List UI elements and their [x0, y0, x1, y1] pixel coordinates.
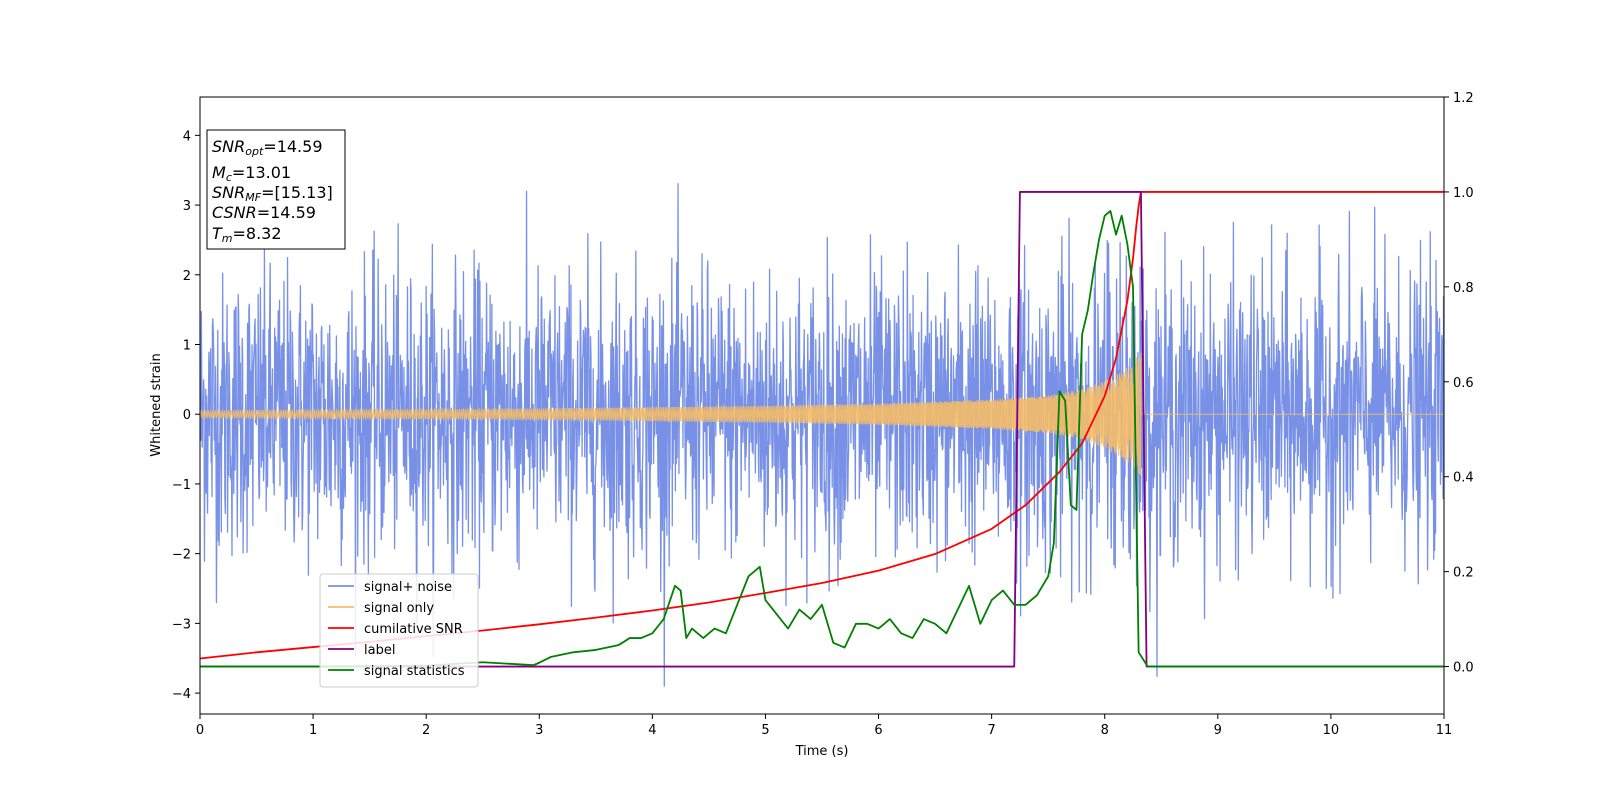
annotation-csnr-symbol: CSNR — [212, 203, 257, 222]
annotation-tm-sub: m — [222, 232, 233, 245]
annotation-snr-mf-value: =[15.13] — [261, 183, 333, 202]
annotation-mc-value: =13.01 — [232, 163, 291, 182]
annotation-csnr: CSNR=14.59 — [212, 203, 316, 222]
y2-tick-label: 0.2 — [1453, 566, 1474, 581]
annotation-mc: Mc=13.01 — [212, 163, 291, 184]
legend-frame — [319, 573, 479, 688]
annotation-snr-opt-sub: opt — [245, 145, 264, 158]
x-tick-label: 5 — [761, 723, 769, 738]
x-tick-label: 11 — [1436, 723, 1453, 738]
annotation-tm-value: =8.32 — [233, 224, 282, 243]
series-signal-only — [200, 352, 1444, 475]
y-tick-label: 0 — [183, 408, 191, 423]
y-axis-label: Whitened strain — [149, 353, 164, 456]
annotation-tm-symbol: T — [212, 224, 223, 243]
x-tick-label: 8 — [1101, 723, 1109, 738]
x-axis: 0 1 2 3 4 5 6 7 8 9 10 11 — [196, 714, 1452, 738]
series-signal-statistics — [200, 210, 1444, 668]
y-axis-right: 0.0 0.2 0.4 0.6 0.8 1.0 1.2 — [1444, 91, 1474, 676]
annotation-snr-mf: SNRMF=[15.13] — [212, 183, 333, 204]
legend-label: signal only — [364, 601, 434, 616]
y-tick-label: 2 — [183, 269, 191, 284]
annotation-tm: Tm=8.32 — [212, 224, 282, 245]
annotation-snr-opt-value: =14.59 — [263, 137, 322, 156]
series-signal-noise — [200, 183, 1444, 687]
y2-tick-label: 0.6 — [1453, 376, 1474, 391]
y2-tick-label: 1.2 — [1453, 91, 1474, 106]
x-axis-label: Time (s) — [795, 744, 849, 759]
legend-label: cumilative SNR — [364, 622, 463, 637]
x-tick-label: 3 — [535, 723, 543, 738]
y2-tick-label: 0.0 — [1453, 661, 1474, 676]
x-tick-label: 4 — [648, 723, 656, 738]
annotation-mc-sub: c — [226, 171, 232, 184]
annotation-snr-opt: SNRopt=14.59 — [212, 137, 323, 158]
legend-label: signal statistics — [364, 664, 465, 679]
annotation-csnr-value: =14.59 — [257, 203, 316, 222]
annotation-snr-mf-sub: MF — [245, 191, 261, 204]
y-tick-label: 4 — [183, 129, 191, 144]
x-tick-label: 1 — [309, 723, 317, 738]
annotation-frame — [206, 129, 346, 250]
y-tick-label: 3 — [183, 199, 191, 214]
x-tick-label: 2 — [422, 723, 430, 738]
legend-label: signal+ noise — [364, 580, 452, 595]
y-tick-label: −2 — [172, 548, 191, 563]
annotation-mc-symbol: M — [212, 163, 226, 182]
y-axis-left: −4 −3 −2 −1 0 1 2 3 4 — [172, 129, 200, 702]
x-tick-label: 9 — [1214, 723, 1222, 738]
x-tick-label: 10 — [1323, 723, 1340, 738]
y-tick-label: 1 — [183, 338, 191, 353]
y-tick-label: −4 — [172, 687, 191, 702]
y-tick-label: −1 — [172, 478, 191, 493]
y2-tick-label: 0.4 — [1453, 471, 1474, 486]
x-tick-label: 6 — [874, 723, 882, 738]
x-tick-label: 0 — [196, 723, 204, 738]
annotation-snr-opt-symbol: SNR — [212, 137, 245, 156]
annotation-box: SNRopt=14.59 Mc=13.01 SNRMF=[15.13] CSNR… — [206, 129, 346, 250]
legend-label: label — [364, 643, 395, 658]
x-tick-label: 7 — [987, 723, 995, 738]
y2-tick-label: 0.8 — [1453, 281, 1474, 296]
legend: signal+ noise signal only cumilative SNR la… — [319, 573, 479, 688]
axes-frame — [199, 96, 1445, 715]
annotation-snr-mf-symbol: SNR — [212, 183, 245, 202]
y2-tick-label: 1.0 — [1453, 186, 1474, 201]
y-tick-label: −3 — [172, 617, 191, 632]
